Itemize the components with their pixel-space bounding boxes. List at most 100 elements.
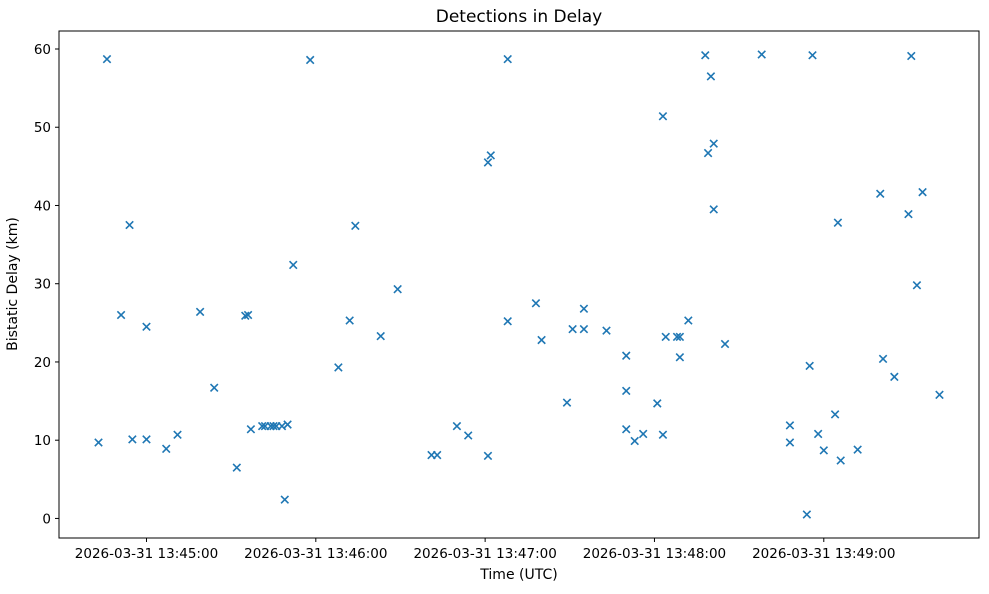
x-axis-label: Time (UTC) [479,567,557,583]
scatter-marker [531,299,541,308]
scatter-marker [579,324,589,334]
scatter-marker [537,335,546,345]
scatter-marker [257,421,267,431]
x-tick-label: 2026-03-31 13:46:00 [244,546,387,562]
scatter-marker [452,421,462,431]
scatter-marker [830,410,840,419]
scatter-marker [246,424,256,434]
scatter-marker [483,451,493,461]
scatter-marker [568,324,577,334]
scatter-marker [672,332,682,342]
scatter-marker [653,399,662,408]
scatter-marker [269,421,278,431]
scatter-marker [907,51,916,61]
y-tick-label: 30 [34,277,51,293]
scatter-marker [621,351,631,360]
scatter-marker [808,50,817,60]
y-tick-label: 60 [34,42,51,58]
scatter-marker [486,151,496,160]
scatter-marker [579,304,589,314]
y-tick-label: 40 [34,198,51,214]
plot-border [58,30,980,539]
scatter-marker [288,260,298,270]
scatter-marker [684,316,693,325]
scatter-marker [240,311,250,321]
y-axis-label: Bistatic Delay (km) [5,217,21,351]
chart-title: Detections in Delay [436,7,603,27]
scatter-marker [351,221,360,231]
scatter-marker [875,189,885,199]
scatter-marker [483,158,493,167]
scatter-marker [161,444,171,454]
scatter-marker [638,429,648,439]
scatter-marker [621,386,631,396]
scatter-marker [503,317,512,326]
scatter-marker [819,446,829,455]
scatter-marker [935,390,944,400]
scatter-marker [562,398,572,407]
scatter-marker [232,463,242,472]
y-tick-label: 50 [34,120,51,136]
scatter-marker [853,445,862,454]
scatter-marker [334,363,343,372]
scatter-marker [904,209,913,219]
scatter-marker [280,495,290,504]
x-tick-label: 2026-03-31 13:47:00 [413,546,556,562]
x-tick-label: 2026-03-31 13:49:00 [752,546,895,562]
scatter-marker [376,331,385,341]
scatter-marker [912,281,922,290]
scatter-marker [209,383,219,393]
scatter-marker [345,316,354,325]
scatter-marker [243,310,253,320]
scatter-marker [805,361,814,371]
scatter-marker [283,420,292,429]
scatter-marker [709,139,718,148]
scatter-marker [890,372,899,382]
scatter-marker [94,438,103,447]
scatter-marker [602,326,611,335]
scatter-marker [503,54,512,64]
scatter-marker [785,421,795,430]
scatter-marker [661,332,671,342]
scatter-marker [918,187,927,197]
scatter-marker [125,220,134,230]
x-tick-label: 2026-03-31 13:48:00 [583,546,726,562]
scatter-marker [675,352,685,362]
scatter-marker [142,322,151,332]
scatter-marker [757,50,766,59]
scatter-marker [116,310,126,320]
scatter-marker [658,430,668,439]
scatter-marker [195,307,205,317]
scatter-marker [706,72,716,81]
scatter-marker [720,339,730,349]
scatter-marker [833,218,843,227]
scatter-marker [675,332,685,342]
scatter-marker [703,148,713,158]
scatter-marker [700,50,710,60]
scatter-marker [102,54,112,64]
scatter-marker [878,354,888,364]
x-axis-ticks: 2026-03-31 13:45:00 2026-03-31 13:46:00 20… [75,538,895,562]
scatter-marker [836,456,845,465]
y-tick-label: 20 [34,355,51,371]
y-tick-label: 0 [42,511,51,527]
scatter-marker [658,112,668,121]
scatter-marker [393,284,402,294]
scatter-marker [813,429,823,439]
scatter-marker [128,435,137,444]
scatter-marker [630,436,639,446]
scatter-marker [802,510,812,519]
x-tick-label: 2026-03-31 13:45:00 [75,546,218,562]
scatter-marker [785,438,795,447]
scatter-marker [305,55,315,65]
scatter-marker [709,205,718,214]
scatter-marker [463,431,473,440]
y-axis-ticks: 0 10 20 30 40 50 60 [34,42,59,527]
scatter-marker [432,450,442,460]
scatter-marker [173,430,182,439]
plot-area [94,50,944,519]
scatter-marker [621,424,631,434]
y-tick-label: 10 [34,433,51,449]
